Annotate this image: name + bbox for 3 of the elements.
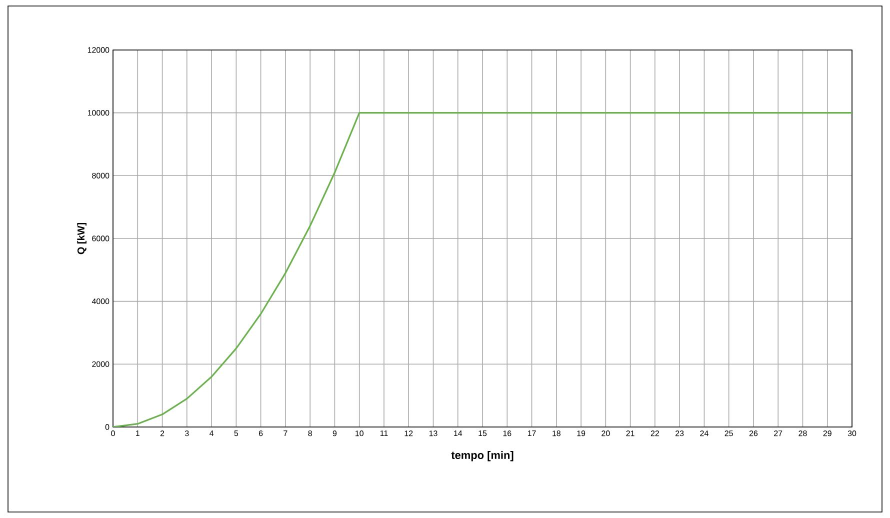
x-axis-title: tempo [min] — [451, 450, 514, 462]
y-axis-title: Q [kW] — [77, 222, 86, 254]
line-series — [113, 112, 852, 427]
